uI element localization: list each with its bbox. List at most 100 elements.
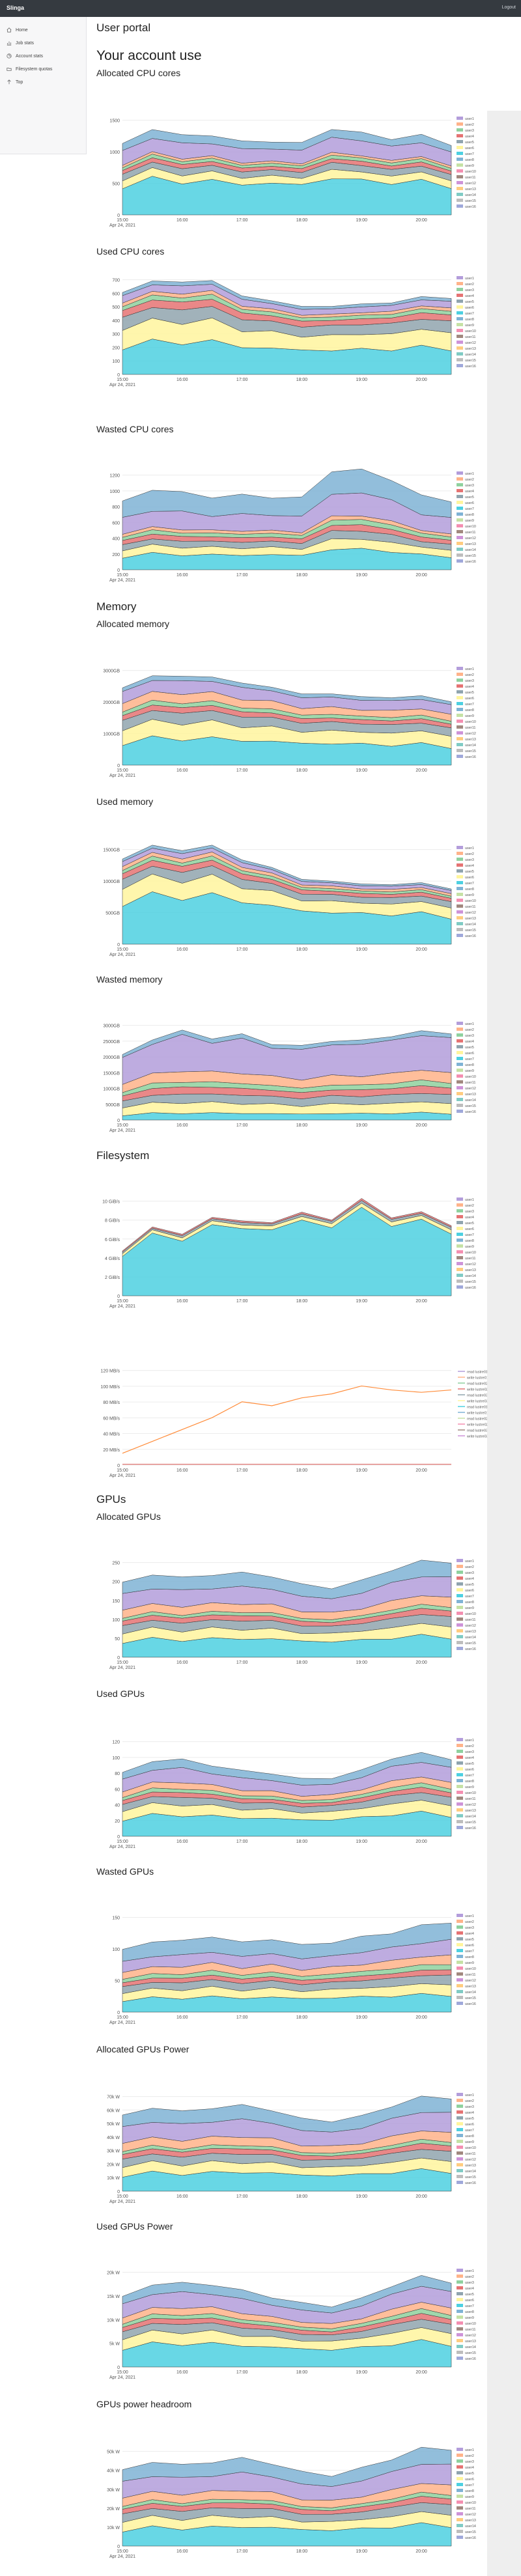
legend-label[interactable]: user13 bbox=[465, 2519, 476, 2523]
legend-label[interactable]: user6 bbox=[465, 147, 474, 150]
legend-label[interactable]: user11 bbox=[465, 2328, 475, 2332]
series-area[interactable] bbox=[122, 845, 452, 891]
legend-label[interactable]: user11 bbox=[465, 2507, 475, 2511]
legend-label[interactable]: user14 bbox=[465, 193, 476, 197]
legend-label[interactable]: write lustre02 ops bbox=[466, 1423, 487, 1427]
legend-label[interactable]: user1 bbox=[465, 1022, 474, 1026]
legend-label[interactable]: user16 bbox=[465, 2536, 476, 2540]
legend-label[interactable]: user5 bbox=[465, 2472, 474, 2476]
legend-label[interactable]: user10 bbox=[465, 2322, 476, 2326]
legend-label[interactable]: user9 bbox=[465, 1069, 474, 1073]
legend-label[interactable]: user7 bbox=[465, 2304, 474, 2308]
legend-label[interactable]: user3 bbox=[465, 1750, 474, 1754]
legend-label[interactable]: user2 bbox=[465, 123, 474, 127]
legend-label[interactable]: user13 bbox=[465, 1809, 476, 1813]
legend-label[interactable]: user3 bbox=[465, 1926, 474, 1930]
legend-label[interactable]: user16 bbox=[465, 205, 476, 209]
legend-label[interactable]: user8 bbox=[465, 888, 474, 891]
legend-label[interactable]: user7 bbox=[465, 1057, 474, 1061]
legend-label[interactable]: user6 bbox=[465, 1589, 474, 1593]
legend-label[interactable]: user16 bbox=[465, 365, 476, 369]
legend-label[interactable]: user2 bbox=[465, 2275, 474, 2279]
legend-label[interactable]: user13 bbox=[465, 917, 476, 921]
legend-label[interactable]: user16 bbox=[465, 1286, 476, 1290]
series-line[interactable] bbox=[122, 1385, 452, 1454]
legend-label[interactable]: user14 bbox=[465, 353, 476, 357]
legend-label[interactable]: user8 bbox=[465, 2135, 474, 2138]
legend-label[interactable]: user1 bbox=[465, 472, 474, 476]
sidebar-item-home[interactable]: Home bbox=[0, 23, 86, 36]
legend-label[interactable]: user4 bbox=[465, 135, 474, 139]
series-area[interactable] bbox=[122, 1198, 452, 1253]
legend-label[interactable]: user14 bbox=[465, 1099, 476, 1102]
logout-link[interactable]: Logout bbox=[501, 5, 516, 10]
legend-label[interactable]: user3 bbox=[465, 2281, 474, 2285]
legend-label[interactable]: user14 bbox=[465, 2525, 476, 2528]
series-area[interactable] bbox=[122, 1752, 452, 1785]
legend-label[interactable]: user5 bbox=[465, 870, 474, 874]
chart-allocated-gpus-power[interactable]: 0 10k W 20k W 30k W 40k W 50k W 60k W 70k W 15:0… bbox=[96, 2080, 487, 2211]
legend-label[interactable]: user14 bbox=[465, 1991, 476, 1995]
legend-label[interactable]: user8 bbox=[465, 158, 474, 162]
legend-label[interactable]: user7 bbox=[465, 1595, 474, 1599]
legend-label[interactable]: user11 bbox=[465, 1618, 475, 1622]
legend-label[interactable]: user5 bbox=[465, 1046, 474, 1050]
legend-label[interactable]: user1 bbox=[465, 2448, 474, 2452]
legend-label[interactable]: user13 bbox=[465, 738, 476, 742]
scrollbar-track[interactable] bbox=[487, 111, 521, 2576]
legend-label[interactable]: user9 bbox=[465, 1245, 474, 1249]
legend-label[interactable]: user2 bbox=[465, 478, 474, 482]
legend-label[interactable]: user11 bbox=[465, 1257, 475, 1261]
legend-label[interactable]: user4 bbox=[465, 1756, 474, 1760]
legend-label[interactable]: user6 bbox=[465, 2299, 474, 2303]
legend-label[interactable]: user12 bbox=[465, 1803, 476, 1807]
legend-label[interactable]: user2 bbox=[465, 673, 474, 677]
series-area[interactable] bbox=[122, 468, 452, 518]
legend-label[interactable]: user13 bbox=[465, 542, 476, 546]
legend-label[interactable]: user8 bbox=[465, 1955, 474, 1959]
legend-label[interactable]: user7 bbox=[465, 1774, 474, 1778]
legend-label[interactable]: user10 bbox=[465, 899, 476, 903]
series-area[interactable] bbox=[122, 1923, 452, 1962]
legend-label[interactable]: user8 bbox=[465, 1239, 474, 1243]
legend-label[interactable]: user6 bbox=[465, 876, 474, 880]
legend-label[interactable]: user7 bbox=[465, 312, 474, 316]
legend-label[interactable]: user11 bbox=[465, 726, 475, 730]
legend-label[interactable]: read lustre02 ops bbox=[467, 1418, 487, 1421]
chart-filesystem-bandwidth[interactable]: 0 2 GiB/s 4 GiB/s 6 GiB/s 8 GiB/s 10 GiB/s 15:… bbox=[96, 1185, 487, 1315]
legend-label[interactable]: user9 bbox=[465, 2140, 474, 2144]
legend-label[interactable]: user3 bbox=[465, 129, 474, 133]
legend-label[interactable]: user1 bbox=[465, 277, 474, 281]
legend-label[interactable]: user3 bbox=[465, 1034, 474, 1038]
legend-label[interactable]: user11 bbox=[465, 176, 475, 180]
legend-label[interactable]: user16 bbox=[465, 1827, 476, 1830]
legend-label[interactable]: user10 bbox=[465, 2146, 476, 2150]
legend-label[interactable]: user3 bbox=[465, 288, 474, 292]
series-area[interactable] bbox=[122, 2095, 452, 2133]
legend-label[interactable]: user7 bbox=[465, 2129, 474, 2133]
legend-label[interactable]: user1 bbox=[465, 2093, 474, 2097]
legend-label[interactable]: user3 bbox=[465, 858, 474, 862]
legend-label[interactable]: user16 bbox=[465, 2357, 476, 2361]
legend-label[interactable]: user1 bbox=[465, 1560, 474, 1563]
legend-label[interactable]: write lustre01 ops bbox=[466, 1412, 487, 1416]
chart-filesystem-operations[interactable]: 0 20 MB/s 40 MB/s 60 MB/s 80 MB/s 100 MB/s 120… bbox=[96, 1354, 487, 1485]
legend-label[interactable]: read lustre02 bw bbox=[467, 1382, 487, 1386]
legend-label[interactable]: user4 bbox=[465, 1932, 474, 1936]
legend-label[interactable]: user5 bbox=[465, 2117, 474, 2121]
legend-label[interactable]: user9 bbox=[465, 1785, 474, 1789]
legend-label[interactable]: user10 bbox=[465, 2501, 476, 2505]
legend-label[interactable]: user15 bbox=[465, 929, 476, 932]
legend-label[interactable]: user5 bbox=[465, 496, 474, 499]
legend-label[interactable]: user16 bbox=[465, 2002, 476, 2006]
legend-label[interactable]: user9 bbox=[465, 1606, 474, 1610]
legend-label[interactable]: user9 bbox=[465, 1961, 474, 1965]
legend-label[interactable]: user15 bbox=[465, 1642, 476, 1645]
legend-label[interactable]: user14 bbox=[465, 744, 476, 748]
legend-label[interactable]: user4 bbox=[465, 1216, 474, 1220]
legend-label[interactable]: user4 bbox=[465, 864, 474, 868]
legend-label[interactable]: user15 bbox=[465, 2176, 476, 2179]
